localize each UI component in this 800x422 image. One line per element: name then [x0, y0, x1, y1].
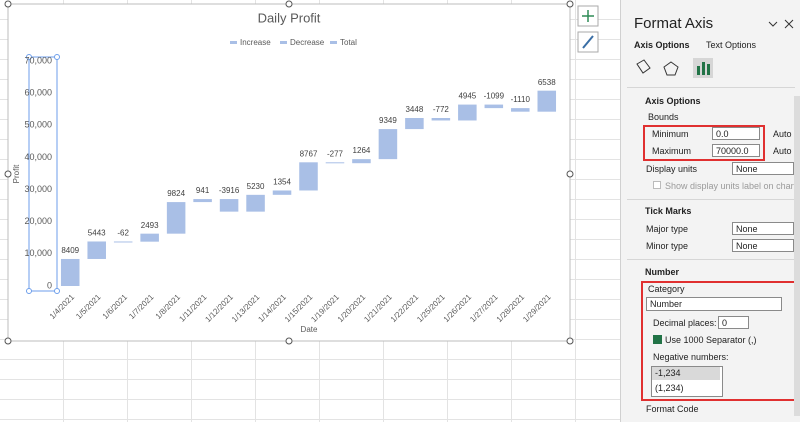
- bar: [113, 241, 133, 243]
- section-number[interactable]: Number: [645, 267, 680, 277]
- axis-selection[interactable]: [28, 56, 58, 292]
- data-label: 9824: [167, 189, 185, 198]
- bar: [537, 90, 557, 112]
- bar: [458, 104, 477, 121]
- bar: [60, 258, 80, 286]
- y-tick-label: 20,000: [24, 216, 52, 226]
- legend-label: Total: [340, 38, 357, 47]
- display-units-select[interactable]: None: [732, 162, 794, 175]
- maximum-input[interactable]: 70000.0: [712, 144, 760, 157]
- separator-label: Use 1000 Separator (,): [665, 335, 757, 345]
- bar: [299, 162, 318, 191]
- data-label: 9349: [379, 116, 397, 125]
- y-tick-label: 50,000: [24, 120, 52, 130]
- data-label: 5230: [247, 182, 265, 191]
- chart-area[interactable]: [7, 3, 571, 342]
- category-label: Category: [648, 284, 685, 294]
- display-units-label: Display units: [646, 164, 698, 174]
- tab-text-options[interactable]: Text Options: [706, 40, 757, 50]
- data-label: 1354: [273, 178, 291, 187]
- major-type-select[interactable]: None: [732, 222, 794, 235]
- tab-axis-options[interactable]: Axis Options: [634, 40, 690, 50]
- bar: [511, 108, 530, 112]
- maximum-auto[interactable]: Auto: [773, 146, 792, 156]
- minimum-label: Minimum: [652, 129, 689, 139]
- chart-title: Daily Profit: [258, 10, 321, 25]
- y-tick-label: 30,000: [24, 184, 52, 194]
- y-tick-label: 70,000: [24, 55, 52, 65]
- data-label: 3448: [405, 105, 423, 114]
- bar: [193, 199, 212, 203]
- legend-swatch: [280, 41, 287, 44]
- data-label: -277: [327, 149, 344, 158]
- section-axis-options[interactable]: Axis Options: [645, 96, 701, 106]
- chart-elements-button[interactable]: [577, 5, 599, 27]
- y-tick-label: 0: [47, 280, 52, 290]
- data-label: -772: [433, 105, 450, 114]
- highlight-box: [643, 125, 765, 161]
- category-select[interactable]: Number: [646, 297, 782, 311]
- pane-controls[interactable]: [767, 18, 797, 32]
- x-axis-label: Date: [301, 325, 318, 334]
- negative-label: Negative numbers:: [653, 352, 729, 362]
- data-label: -62: [117, 229, 129, 238]
- data-label: 8409: [61, 246, 79, 255]
- legend-label: Increase: [240, 38, 271, 47]
- minor-type-label: Minor type: [646, 241, 689, 251]
- data-label: -1099: [484, 92, 505, 101]
- data-label: 6538: [538, 78, 556, 87]
- chart: Daily Profit Profit Date 0 10,000 20,000 30…: [4, 0, 599, 345]
- minor-type-select[interactable]: None: [732, 239, 794, 252]
- legend-swatch: [330, 41, 337, 44]
- bar: [431, 117, 451, 121]
- data-label: 2493: [141, 221, 159, 230]
- y-tick-label: 60,000: [24, 88, 52, 98]
- pane-icons[interactable]: [633, 58, 733, 80]
- data-label: 4945: [458, 92, 476, 101]
- chart-handles: [4, 0, 574, 345]
- chart-styles-button[interactable]: [577, 31, 599, 53]
- y-axis-label: Profit: [12, 164, 21, 183]
- format-code-label: Format Code: [646, 404, 699, 414]
- axis-handles: [26, 54, 60, 294]
- minimum-input[interactable]: 0.0: [712, 127, 760, 140]
- negative-option[interactable]: (1,234): [655, 383, 684, 393]
- y-tick-label: 10,000: [24, 248, 52, 258]
- scrollbar[interactable]: [794, 96, 800, 416]
- separator-checkbox[interactable]: [653, 335, 662, 344]
- data-label: 5443: [88, 229, 106, 238]
- bar: [246, 194, 265, 212]
- negative-option[interactable]: -1,234: [652, 367, 720, 380]
- bar: [87, 241, 106, 259]
- legend-swatch: [230, 41, 237, 44]
- bounds-label: Bounds: [648, 112, 679, 122]
- units-checkbox-label: Show display units label on chart: [665, 181, 797, 191]
- bar: [272, 190, 292, 195]
- decimal-input[interactable]: 0: [718, 316, 749, 329]
- format-pane: Format Axis Axis Options Text Options Ax…: [620, 0, 800, 422]
- minimum-auto[interactable]: Auto: [773, 129, 792, 139]
- maximum-label: Maximum: [652, 146, 692, 156]
- major-type-label: Major type: [646, 224, 689, 234]
- section-tick-marks[interactable]: Tick Marks: [645, 206, 692, 216]
- bar: [484, 104, 504, 109]
- data-label: 941: [196, 186, 210, 195]
- bar: [166, 202, 186, 234]
- bar: [378, 129, 398, 160]
- y-tick-label: 40,000: [24, 152, 52, 162]
- bar: [219, 199, 239, 212]
- decimal-label: Decimal places:: [653, 318, 717, 328]
- pane-title: Format Axis: [634, 15, 714, 32]
- bar: [140, 233, 159, 242]
- units-checkbox[interactable]: [653, 181, 661, 189]
- bar: [352, 159, 371, 164]
- data-label: 8767: [300, 149, 318, 158]
- bar: [325, 162, 345, 164]
- data-label: -3916: [219, 186, 240, 195]
- legend-label: Decrease: [290, 38, 325, 47]
- data-label: -1110: [511, 95, 531, 104]
- data-label: 1264: [353, 146, 371, 155]
- bar: [405, 117, 424, 130]
